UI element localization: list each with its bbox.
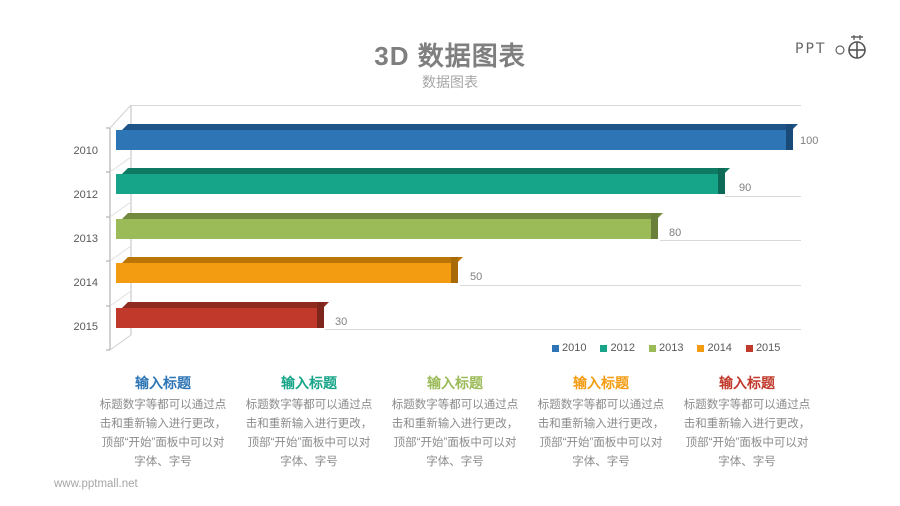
logo: PPT [795, 33, 875, 63]
page-title: 3D 数据图表 [374, 41, 526, 71]
card-title: 输入标题 [135, 375, 191, 391]
legend-label: 2015 [755, 342, 781, 354]
data-label: 80 [669, 227, 682, 239]
card-2013: 输入标题 标题数字等都可以通过点击和重新输入进行更改，顶部“开始”面板中可以对字… [382, 373, 528, 472]
legend-swatch [697, 344, 705, 352]
data-label: 100 [800, 135, 819, 147]
bar-front [116, 174, 718, 194]
card-body: 标题数字等都可以通过点击和重新输入进行更改，顶部“开始”面板中可以对字体、字号 [537, 399, 665, 468]
legend-item-2013: 2013 [648, 342, 684, 354]
legend-swatch [648, 344, 656, 352]
legend-item-2015: 2015 [745, 342, 781, 354]
legend-label: 2014 [707, 342, 732, 354]
legend-item-2014: 2014 [697, 342, 732, 354]
bar-side [786, 124, 793, 150]
chart-legend: 2010 2012 2013 2014 2015 [552, 342, 780, 354]
card-title: 输入标题 [281, 375, 337, 391]
bar-side [718, 168, 725, 194]
y-tick-label: 2015 [73, 321, 98, 333]
logo-text: PPT [795, 41, 827, 57]
card-2010: 输入标题 标题数字等都可以通过点击和重新输入进行更改，顶部“开始”面板中可以对字… [90, 373, 236, 472]
legend-item-2012: 2012 [600, 342, 635, 354]
card-body: 标题数字等都可以通过点击和重新输入进行更改，顶部“开始”面板中可以对字体、字号 [99, 399, 227, 468]
bar-side [317, 302, 324, 328]
bar-front [116, 308, 317, 328]
gridline [460, 285, 801, 286]
footer-url: www.pptmall.net [54, 478, 138, 490]
card-body: 标题数字等都可以通过点击和重新输入进行更改，顶部“开始”面板中可以对字体、字号 [391, 399, 519, 468]
card-2012: 输入标题 标题数字等都可以通过点击和重新输入进行更改，顶部“开始”面板中可以对字… [236, 373, 382, 472]
gridline [725, 196, 801, 197]
data-label: 30 [335, 316, 348, 328]
card-2014: 输入标题 标题数字等都可以通过点击和重新输入进行更改，顶部“开始”面板中可以对字… [528, 373, 674, 472]
y-tick-label: 2010 [73, 145, 98, 157]
data-label: 90 [739, 182, 752, 194]
legend-item-2010: 2010 [552, 342, 586, 354]
gridline [660, 240, 801, 241]
bar-side [651, 213, 658, 239]
bar-2015 [116, 302, 329, 328]
bar-2012 [116, 168, 730, 194]
card-body: 标题数字等都可以通过点击和重新输入进行更改，顶部“开始”面板中可以对字体、字号 [683, 399, 811, 468]
legend-label: 2012 [610, 342, 635, 354]
legend-swatch [600, 344, 608, 352]
bar-front [116, 263, 451, 283]
card-title: 输入标题 [427, 375, 483, 391]
gridline [131, 105, 801, 106]
page-subtitle: 数据图表 [422, 74, 478, 90]
bar-side [451, 257, 458, 283]
data-label: 50 [470, 271, 483, 283]
bar-front [116, 219, 651, 239]
legend-label: 2010 [562, 342, 587, 354]
card-title: 输入标题 [573, 375, 629, 391]
card-2015: 输入标题 标题数字等都可以通过点击和重新输入进行更改，顶部“开始”面板中可以对字… [674, 373, 820, 472]
y-tick-label: 2012 [73, 189, 98, 201]
legend-swatch [745, 344, 753, 352]
logo-mark-icon [835, 35, 866, 59]
bar-2010 [116, 124, 798, 150]
bar-2014 [116, 257, 463, 283]
legend-label: 2013 [658, 342, 684, 354]
card-title: 输入标题 [719, 375, 775, 391]
bar-chart: 2010 2012 2013 2014 2015 100 90 80 50 30… [73, 104, 819, 354]
y-tick-label: 2013 [73, 233, 98, 245]
card-body: 标题数字等都可以通过点击和重新输入进行更改，顶部“开始”面板中可以对字体、字号 [245, 399, 373, 468]
bar-front [116, 130, 786, 150]
description-cards: 输入标题 标题数字等都可以通过点击和重新输入进行更改，顶部“开始”面板中可以对字… [90, 373, 820, 472]
legend-swatch [552, 344, 559, 352]
gridline [325, 329, 801, 330]
bar-2013 [116, 213, 663, 239]
y-tick-label: 2014 [73, 277, 98, 289]
